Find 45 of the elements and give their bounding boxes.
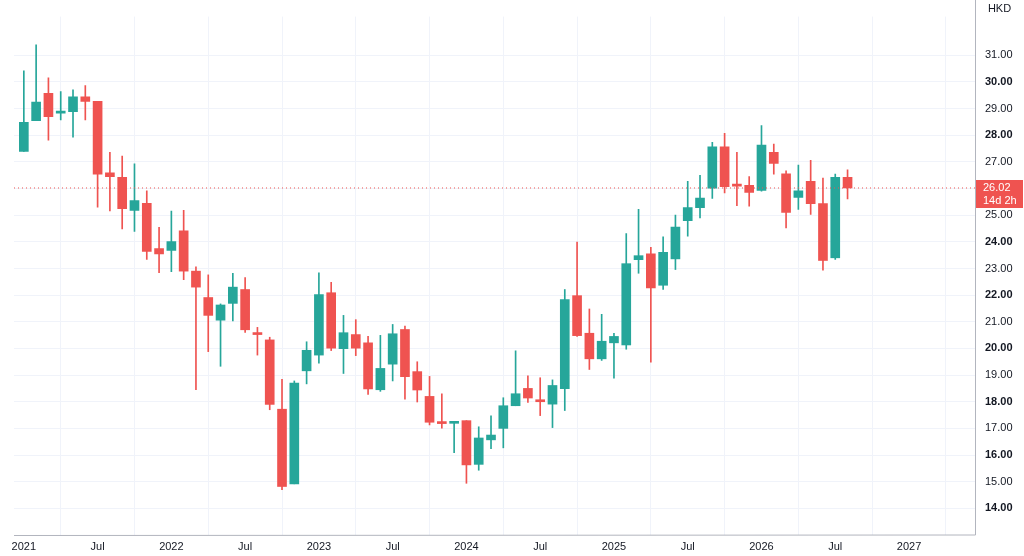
x-tick-label: 2027: [896, 539, 922, 552]
x-tick-label: 2025: [601, 539, 627, 552]
text: 14d 2h: [983, 194, 1017, 207]
y-tick-label: 28.00: [985, 128, 1013, 141]
candlestick: [31, 44, 41, 121]
y-tick-label: 15.00: [985, 474, 1013, 487]
x-tick-label: Jul: [828, 539, 843, 552]
x-tick-label: Jul: [238, 539, 253, 552]
x-tick-label: Jul: [385, 539, 400, 552]
candlestick: [695, 175, 705, 219]
y-tick-label: 20.00: [985, 341, 1013, 354]
y-tick-label: 18.00: [985, 394, 1013, 407]
candlestick: [486, 415, 496, 449]
y-tick-label: 24.00: [985, 234, 1013, 247]
x-tick-label: 2022: [159, 539, 184, 552]
candlestick: [535, 377, 546, 416]
candlestick: [203, 274, 214, 352]
ref-line-label: 26.02: [983, 181, 1011, 194]
y-tick-label: 14.00: [985, 501, 1013, 514]
candlestick: [154, 227, 164, 274]
y-tick-label: 22.00: [985, 288, 1013, 301]
candlestick: [80, 85, 91, 121]
y-axis-title: HKD: [987, 2, 1012, 15]
y-tick-label: 29.00: [985, 101, 1013, 114]
y-tick-label: 17.00: [985, 421, 1013, 434]
y-tick-label: 25.00: [985, 208, 1013, 221]
y-tick-label: 27.00: [985, 154, 1013, 167]
x-tick-label: 2021: [11, 539, 37, 552]
y-tick-label: 30.00: [985, 74, 1013, 87]
x-tick-label: Jul: [533, 539, 548, 552]
y-tick-label: 21.00: [985, 314, 1013, 327]
candlestick: [682, 180, 693, 237]
candlestick: [437, 393, 447, 429]
x-tick-label: 2024: [454, 539, 479, 552]
y-tick-label: 16.00: [985, 448, 1013, 461]
x-tick-label: 2026: [749, 539, 774, 552]
y-tick-label: 19.00: [985, 368, 1013, 381]
candlestick: [191, 266, 201, 391]
x-tick-label: 2023: [306, 539, 332, 552]
x-tick-label: Jul: [90, 539, 105, 552]
candlestick: [449, 420, 459, 453]
y-tick-label: 23.00: [985, 261, 1013, 274]
x-tick-label: Jul: [680, 539, 695, 552]
candlestick: [609, 332, 619, 379]
y-tick-label: 31.00: [985, 48, 1013, 61]
